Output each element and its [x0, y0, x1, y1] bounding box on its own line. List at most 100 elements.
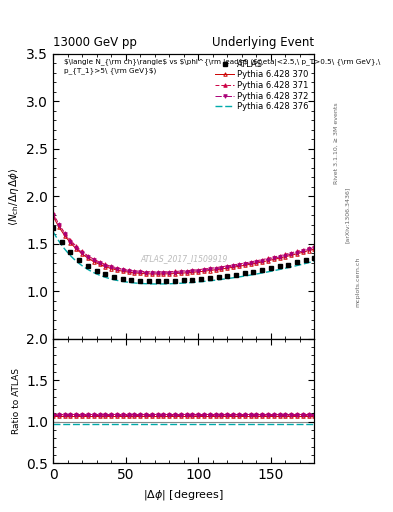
ATLAS [173, 278, 177, 284]
ATLAS [234, 271, 239, 278]
Pythia 6.428 371 [57, 221, 61, 227]
Pythia 6.428 371 [237, 261, 241, 267]
Line: Pythia 6.428 376: Pythia 6.428 376 [53, 231, 314, 284]
Pythia 6.428 370 [173, 270, 177, 276]
Pythia 6.428 371 [300, 247, 305, 253]
Pythia 6.428 371 [115, 265, 119, 271]
Pythia 6.428 372 [178, 269, 183, 275]
Pythia 6.428 371 [254, 258, 259, 264]
Pythia 6.428 370 [97, 261, 102, 267]
ATLAS [86, 263, 90, 269]
Pythia 6.428 372 [115, 266, 119, 272]
Pythia 6.428 372 [138, 269, 143, 275]
Pythia 6.428 371 [120, 266, 125, 272]
Pythia 6.428 372 [190, 268, 195, 274]
Pythia 6.428 371 [266, 255, 270, 262]
Pythia 6.428 372 [132, 269, 137, 275]
Pythia 6.428 370 [213, 267, 218, 273]
Pythia 6.428 372 [283, 252, 288, 259]
Pythia 6.428 371 [167, 269, 172, 275]
Pythia 6.428 376 [312, 258, 317, 264]
Pythia 6.428 376 [118, 278, 122, 284]
ATLAS [138, 278, 143, 284]
Pythia 6.428 372 [155, 270, 160, 276]
Pythia 6.428 371 [213, 265, 218, 271]
Pythia 6.428 371 [173, 268, 177, 274]
Pythia 6.428 372 [173, 269, 177, 275]
Pythia 6.428 370 [190, 269, 195, 275]
Pythia 6.428 371 [68, 237, 73, 243]
Pythia 6.428 376 [83, 265, 87, 271]
Pythia 6.428 372 [126, 268, 131, 274]
Pythia 6.428 371 [155, 269, 160, 275]
Pythia 6.428 372 [80, 250, 84, 256]
Pythia 6.428 371 [126, 267, 131, 273]
Pythia 6.428 370 [155, 271, 160, 277]
Pythia 6.428 370 [126, 269, 131, 275]
Pythia 6.428 370 [196, 269, 200, 275]
Pythia 6.428 371 [289, 250, 294, 256]
ATLAS [68, 249, 73, 255]
Text: mcplots.cern.ch: mcplots.cern.ch [355, 257, 360, 307]
Pythia 6.428 372 [51, 212, 55, 218]
ATLAS [312, 255, 317, 261]
Pythia 6.428 372 [289, 251, 294, 257]
Pythia 6.428 371 [138, 268, 143, 274]
Pythia 6.428 370 [295, 251, 299, 257]
Pythia 6.428 371 [219, 264, 224, 270]
Pythia 6.428 370 [143, 271, 148, 277]
ATLAS [268, 265, 273, 271]
Pythia 6.428 370 [266, 258, 270, 264]
ATLAS [303, 257, 308, 263]
Pythia 6.428 372 [184, 269, 189, 275]
Pythia 6.428 372 [237, 262, 241, 268]
Pythia 6.428 371 [260, 257, 264, 263]
Pythia 6.428 372 [202, 267, 206, 273]
Pythia 6.428 370 [237, 263, 241, 269]
Pythia 6.428 370 [283, 253, 288, 260]
Pythia 6.428 371 [143, 269, 148, 275]
Pythia 6.428 372 [62, 231, 67, 238]
Pythia 6.428 372 [86, 254, 90, 260]
ATLAS [260, 267, 264, 273]
Pythia 6.428 371 [91, 256, 96, 262]
ATLAS [51, 224, 55, 230]
Pythia 6.428 370 [161, 271, 166, 277]
Pythia 6.428 371 [184, 268, 189, 274]
Line: Pythia 6.428 370: Pythia 6.428 370 [51, 215, 316, 276]
ATLAS [199, 276, 204, 282]
Pythia 6.428 372 [109, 264, 114, 270]
Y-axis label: $\langle N_{\rm ch}/\Delta\eta\,\Delta\phi \rangle$: $\langle N_{\rm ch}/\Delta\eta\,\Delta\p… [7, 167, 21, 226]
Pythia 6.428 370 [272, 257, 276, 263]
Pythia 6.428 370 [91, 259, 96, 265]
Pythia 6.428 372 [103, 263, 108, 269]
Pythia 6.428 376 [155, 281, 160, 287]
Pythia 6.428 370 [138, 270, 143, 276]
Pythia 6.428 372 [277, 254, 282, 260]
Pythia 6.428 372 [74, 245, 79, 251]
Pythia 6.428 371 [86, 252, 90, 259]
Pythia 6.428 370 [120, 268, 125, 274]
Pythia 6.428 376 [274, 267, 279, 273]
Pythia 6.428 370 [51, 214, 55, 220]
Pythia 6.428 371 [132, 268, 137, 274]
ATLAS [286, 262, 291, 268]
Pythia 6.428 370 [242, 262, 247, 268]
Pythia 6.428 370 [184, 270, 189, 276]
Text: Rivet 3.1.10, ≥ 3M events: Rivet 3.1.10, ≥ 3M events [334, 102, 338, 184]
Pythia 6.428 370 [74, 246, 79, 252]
Pythia 6.428 371 [277, 252, 282, 259]
ATLAS [295, 260, 299, 266]
Pythia 6.428 370 [103, 264, 108, 270]
Pythia 6.428 372 [57, 222, 61, 228]
Pythia 6.428 371 [190, 267, 195, 273]
Pythia 6.428 370 [208, 267, 212, 273]
Legend: ATLAS, Pythia 6.428 370, Pythia 6.428 371, Pythia 6.428 372, Pythia 6.428 376: ATLAS, Pythia 6.428 370, Pythia 6.428 37… [214, 58, 310, 113]
Pythia 6.428 370 [202, 268, 206, 274]
Pythia 6.428 372 [219, 265, 224, 271]
Pythia 6.428 370 [219, 266, 224, 272]
Line: Pythia 6.428 372: Pythia 6.428 372 [51, 213, 316, 275]
Pythia 6.428 371 [295, 248, 299, 254]
Pythia 6.428 372 [300, 248, 305, 254]
Pythia 6.428 376 [112, 276, 116, 283]
